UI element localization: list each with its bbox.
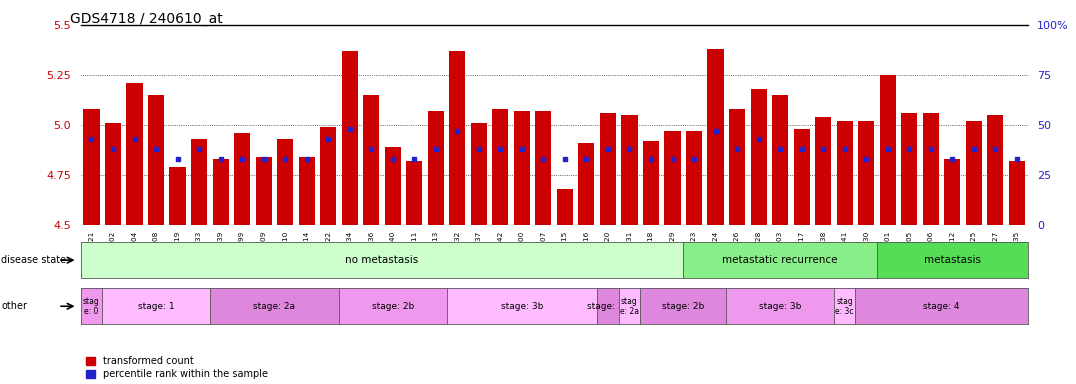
Text: no metastasis: no metastasis [345,255,419,265]
Bar [278,139,293,225]
Bar [859,121,874,225]
Bar [966,121,981,225]
Text: stage: 3c: stage: 3c [587,302,628,311]
Bar [837,121,852,225]
Bar [816,117,831,225]
Bar [794,129,810,225]
Text: stage: 2b: stage: 2b [371,302,414,311]
Text: stage: 2b: stage: 2b [662,302,705,311]
Bar [192,139,207,225]
Bar [923,113,938,225]
Bar [579,143,594,225]
Text: disease state: disease state [1,255,67,265]
Bar [557,189,572,225]
Bar [170,167,186,225]
Text: stage: 4: stage: 4 [923,302,960,311]
Bar [901,113,917,225]
Bar [600,113,615,225]
Bar [492,109,508,225]
Bar [148,95,165,225]
Bar [299,157,314,225]
Bar [212,159,228,225]
Text: stage: 1: stage: 1 [138,302,174,311]
Text: stage: 3b: stage: 3b [759,302,802,311]
Bar [665,131,681,225]
Bar [880,75,895,225]
Bar [513,111,529,225]
Bar [771,95,788,225]
Bar [428,111,443,225]
Text: metastatic recurrence: metastatic recurrence [722,255,838,265]
Bar [643,141,659,225]
Bar [384,147,400,225]
Bar [321,127,336,225]
Bar [730,109,745,225]
Bar [686,131,702,225]
Bar [622,115,637,225]
Bar [945,159,960,225]
Bar [235,133,250,225]
Bar [988,115,1003,225]
Bar [342,51,357,225]
Bar [535,111,551,225]
Text: stage: 2a: stage: 2a [253,302,296,311]
Text: stag
e: 3c: stag e: 3c [835,296,854,316]
Text: stage: 3b: stage: 3b [500,302,543,311]
Bar [751,89,766,225]
Text: metastasis: metastasis [924,255,980,265]
Bar [1009,161,1024,225]
Bar [256,157,271,225]
Text: stag
e: 0: stag e: 0 [83,296,100,316]
Text: GDS4718 / 240610_at: GDS4718 / 240610_at [70,12,223,25]
Bar [363,95,379,225]
Bar [105,123,121,225]
Text: other: other [1,301,27,311]
Bar [127,83,142,225]
Bar [471,123,486,225]
Bar [407,161,422,225]
Bar [84,109,100,225]
Bar [450,51,465,225]
Text: stag
e: 2a: stag e: 2a [620,296,639,316]
Bar [708,49,723,225]
Legend: transformed count, percentile rank within the sample: transformed count, percentile rank withi… [86,356,268,379]
